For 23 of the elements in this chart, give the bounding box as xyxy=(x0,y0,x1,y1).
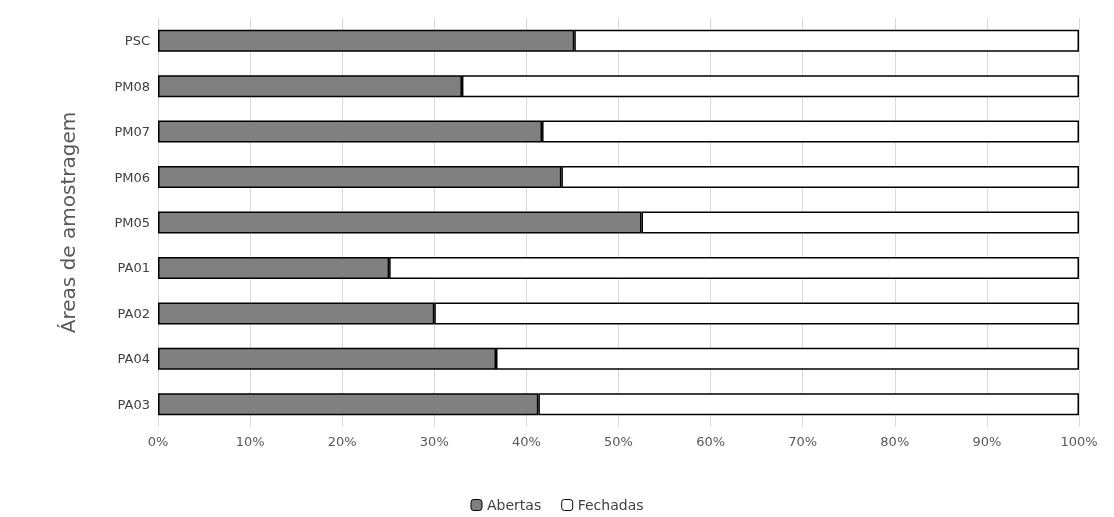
x-tick-label: 70% xyxy=(788,434,818,449)
y-tick-label: PA03 xyxy=(117,396,150,412)
y-tick-label: PM05 xyxy=(114,215,150,230)
x-tick-label: 10% xyxy=(235,434,265,449)
x-tick-label: 0% xyxy=(147,434,169,449)
legend-label: Abertas xyxy=(487,497,542,513)
x-tick-label: 40% xyxy=(511,434,541,449)
y-tick-label: PM08 xyxy=(114,78,150,94)
y-tick-label: PA04 xyxy=(117,351,150,367)
x-tick-label: 60% xyxy=(696,434,726,449)
x-tick-label: 30% xyxy=(419,434,449,449)
y-tick-label: PM07 xyxy=(114,124,150,140)
x-tick-label: 50% xyxy=(604,434,633,449)
x-tick-label: 100% xyxy=(1060,434,1098,449)
y-tick-label: PA02 xyxy=(117,305,150,321)
y-axis-title: Áreas de amostragem xyxy=(56,111,80,334)
y-tick-label: PSC xyxy=(124,33,150,49)
x-tick-label: 80% xyxy=(880,434,910,449)
legend-label: Fechadas xyxy=(577,497,644,513)
y-tick-label: PM06 xyxy=(114,169,150,185)
x-tick-label: 20% xyxy=(327,434,357,449)
y-tick-label: PA01 xyxy=(117,260,150,276)
x-tick-label: 90% xyxy=(972,434,1002,449)
